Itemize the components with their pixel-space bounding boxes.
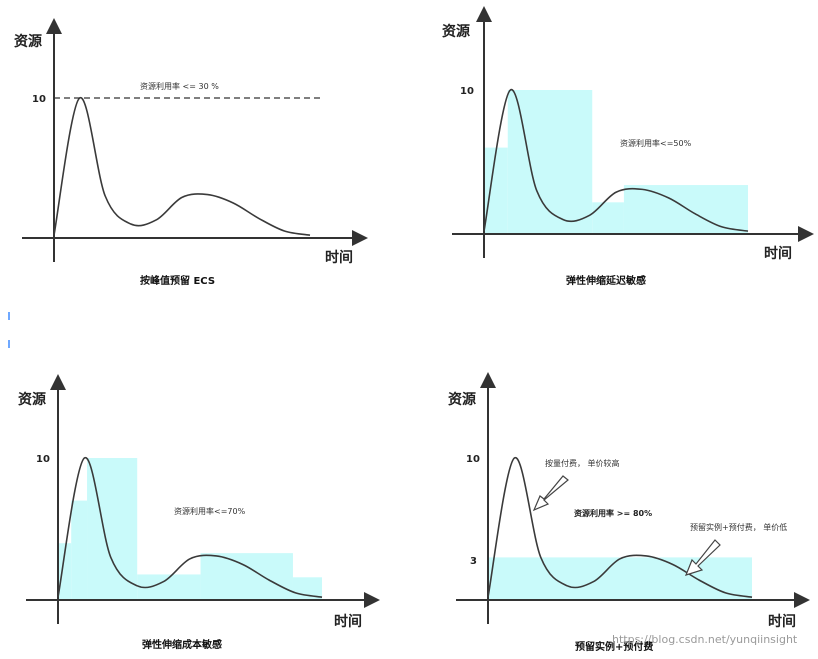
- utilization-note: 资源利用率 <= 30 %: [140, 81, 219, 91]
- capacity-bar: [592, 202, 624, 234]
- chart-title: 按峰值预留 ECS: [140, 274, 215, 287]
- y-tick-label: 3: [470, 556, 477, 567]
- y-tick-label: 10: [466, 454, 480, 465]
- capacity-bar: [71, 500, 88, 600]
- chart-panel-1: 资源 时间 10 资源利用率 <= 30 % 按峰值预留 ECS: [14, 18, 368, 287]
- capacity-bar: [507, 90, 593, 234]
- y-axis-label: 资源: [14, 33, 42, 50]
- y-axis-label: 资源: [442, 23, 470, 40]
- chart-panel-2: 资源 时间 10 资源利用率<=50% 弹性伸缩延迟敏感: [442, 6, 814, 287]
- x-axis-label: 时间: [325, 249, 353, 266]
- y-tick-label: 10: [460, 86, 474, 97]
- watermark-text: https://blog.csdn.net/yunqiinsight: [612, 633, 798, 646]
- capacity-bar: [623, 185, 748, 234]
- capacity-bar: [484, 147, 508, 234]
- pointer-arrow-icon: [684, 539, 721, 576]
- x-axis-label: 时间: [334, 613, 362, 630]
- chart-title: 预留实例+预付费: [575, 640, 653, 653]
- pointer-arrow-icon: [532, 475, 569, 512]
- utilization-note: 资源利用率<=50%: [620, 138, 692, 148]
- y-tick-label: 10: [36, 454, 50, 465]
- reserved-note: 预留实例+预付费， 单价低: [690, 522, 787, 532]
- x-axis-label: 时间: [764, 245, 792, 262]
- capacity-bar: [58, 543, 72, 600]
- text-cursor-mark-1: [8, 312, 10, 320]
- y-axis-label: 资源: [448, 391, 476, 408]
- utilization-note: 资源利用率<=70%: [174, 506, 246, 516]
- text-cursor-mark-2: [8, 340, 10, 348]
- chart-title: 弹性伸缩延迟敏感: [566, 274, 646, 287]
- demand-curve: [57, 457, 323, 598]
- x-axis-label: 时间: [768, 613, 796, 630]
- on-demand-note: 按量付费， 单价较高: [545, 458, 620, 468]
- chart-panel-4: 资源 时间 10 3 按量付费， 单价较高 资源利用率 >= 80% 预留实例+…: [448, 372, 810, 653]
- demand-curve: [483, 89, 749, 232]
- demand-curve: [487, 457, 753, 598]
- chart-title: 弹性伸缩成本敏感: [142, 638, 222, 651]
- capacity-bar: [488, 557, 752, 600]
- capacity-bar: [200, 553, 293, 600]
- y-tick-label: 10: [32, 94, 46, 105]
- capacity-bar: [87, 458, 138, 600]
- chart-panel-3: 资源 时间 10 资源利用率<=70% 弹性伸缩成本敏感: [18, 374, 380, 651]
- y-axis-label: 资源: [18, 391, 46, 408]
- utilization-note: 资源利用率 >= 80%: [574, 508, 652, 518]
- demand-curve: [53, 97, 311, 236]
